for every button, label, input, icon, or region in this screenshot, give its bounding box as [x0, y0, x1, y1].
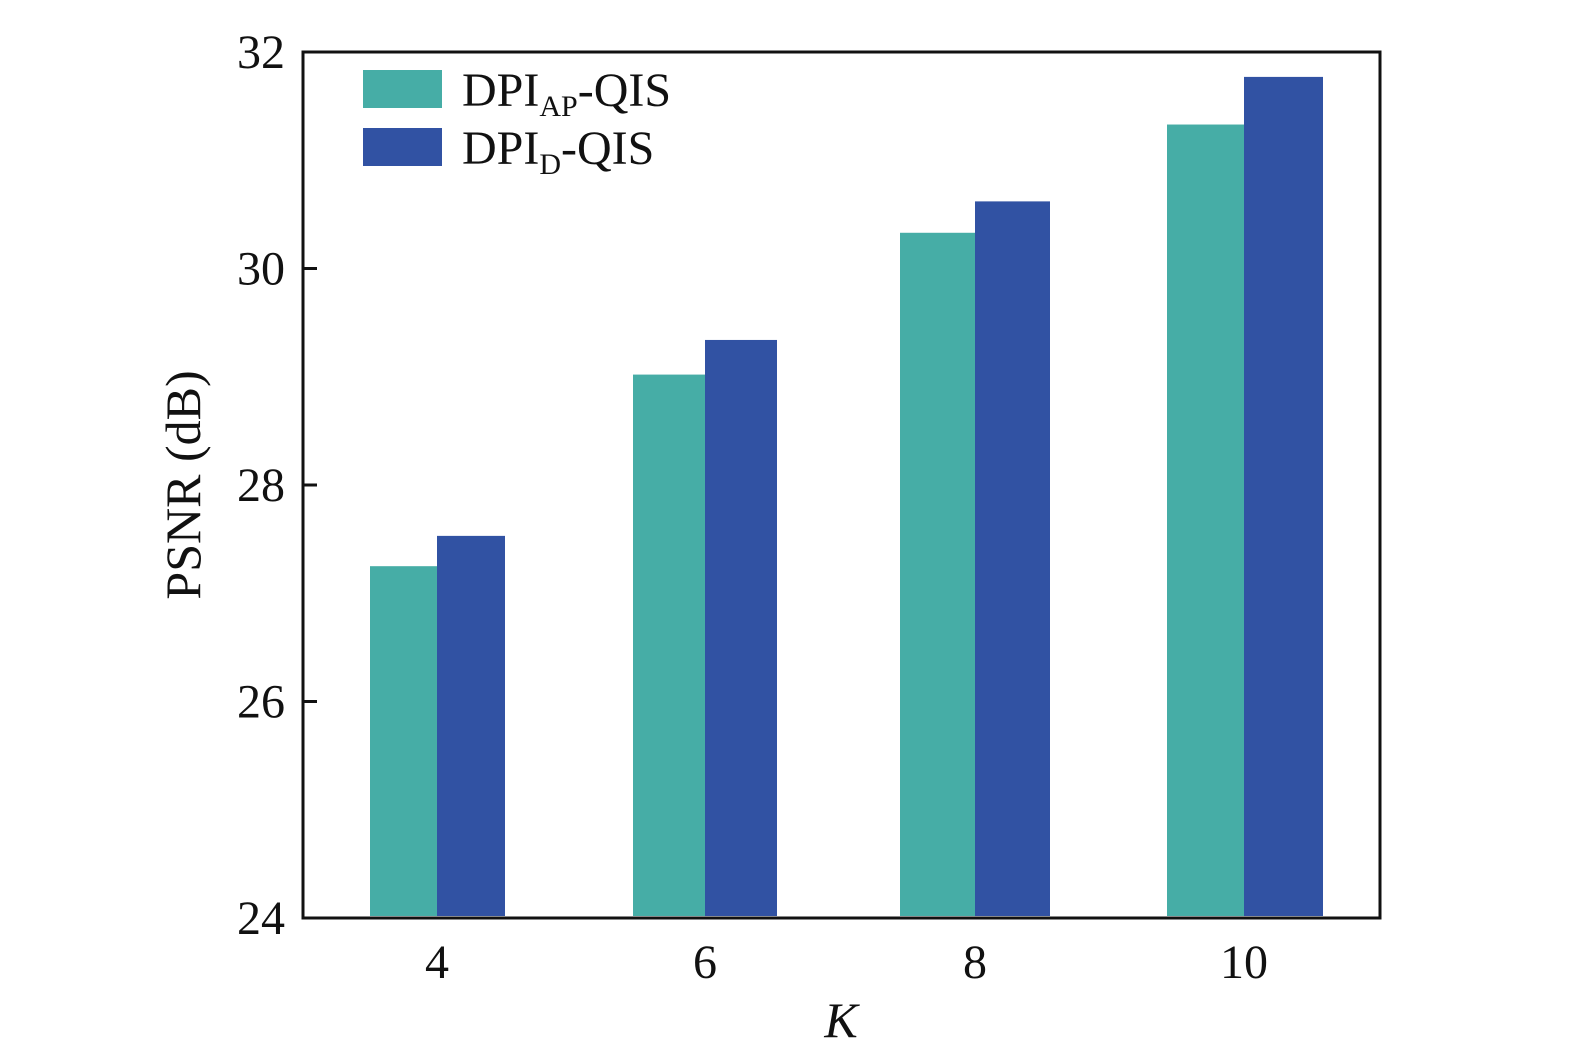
legend-label-subscript: D — [539, 148, 561, 181]
x-axis: 4 6 8 10 — [425, 936, 1268, 989]
bars-group — [370, 76, 1323, 917]
x-tick-label: 8 — [963, 936, 987, 989]
legend-label-subscript: AP — [539, 90, 577, 123]
bar-dpi-d-qis-k8 — [975, 201, 1050, 916]
bar-dpi-d-qis-k4 — [437, 535, 505, 916]
y-tick-label: 32 — [237, 26, 285, 79]
x-tick-label: 4 — [425, 936, 449, 989]
y-axis: 24 26 28 30 32 — [237, 26, 317, 945]
legend-swatch-dpi-d-qis — [363, 128, 442, 166]
y-tick-label: 30 — [237, 243, 285, 296]
y-tick-label: 28 — [237, 459, 285, 512]
y-axis-label: PSNR (dB) — [155, 370, 211, 599]
bar-dpi-ap-qis-k4 — [370, 566, 437, 916]
x-tick-label: 10 — [1220, 936, 1268, 989]
y-tick-label: 26 — [237, 676, 285, 729]
legend-label-tail: -QIS — [578, 64, 671, 117]
x-axis-label: K — [823, 992, 860, 1048]
x-tick-label: 6 — [693, 936, 717, 989]
legend-label-tail: -QIS — [561, 122, 654, 175]
bar-dpi-ap-qis-k8 — [900, 232, 975, 917]
legend-swatch-dpi-ap-qis — [363, 70, 442, 108]
legend-label-main: DPI — [462, 122, 539, 175]
y-tick-label: 24 — [237, 892, 285, 945]
bar-dpi-ap-qis-k10 — [1167, 124, 1244, 917]
legend-label-dpi-ap-qis: DPIAP-QIS — [462, 64, 671, 123]
bar-dpi-ap-qis-k6 — [633, 374, 705, 917]
bar-dpi-d-qis-k6 — [705, 339, 777, 916]
bar-dpi-d-qis-k10 — [1244, 76, 1323, 916]
legend-label-dpi-d-qis: DPID-QIS — [462, 122, 654, 181]
legend-label-main: DPI — [462, 64, 539, 117]
